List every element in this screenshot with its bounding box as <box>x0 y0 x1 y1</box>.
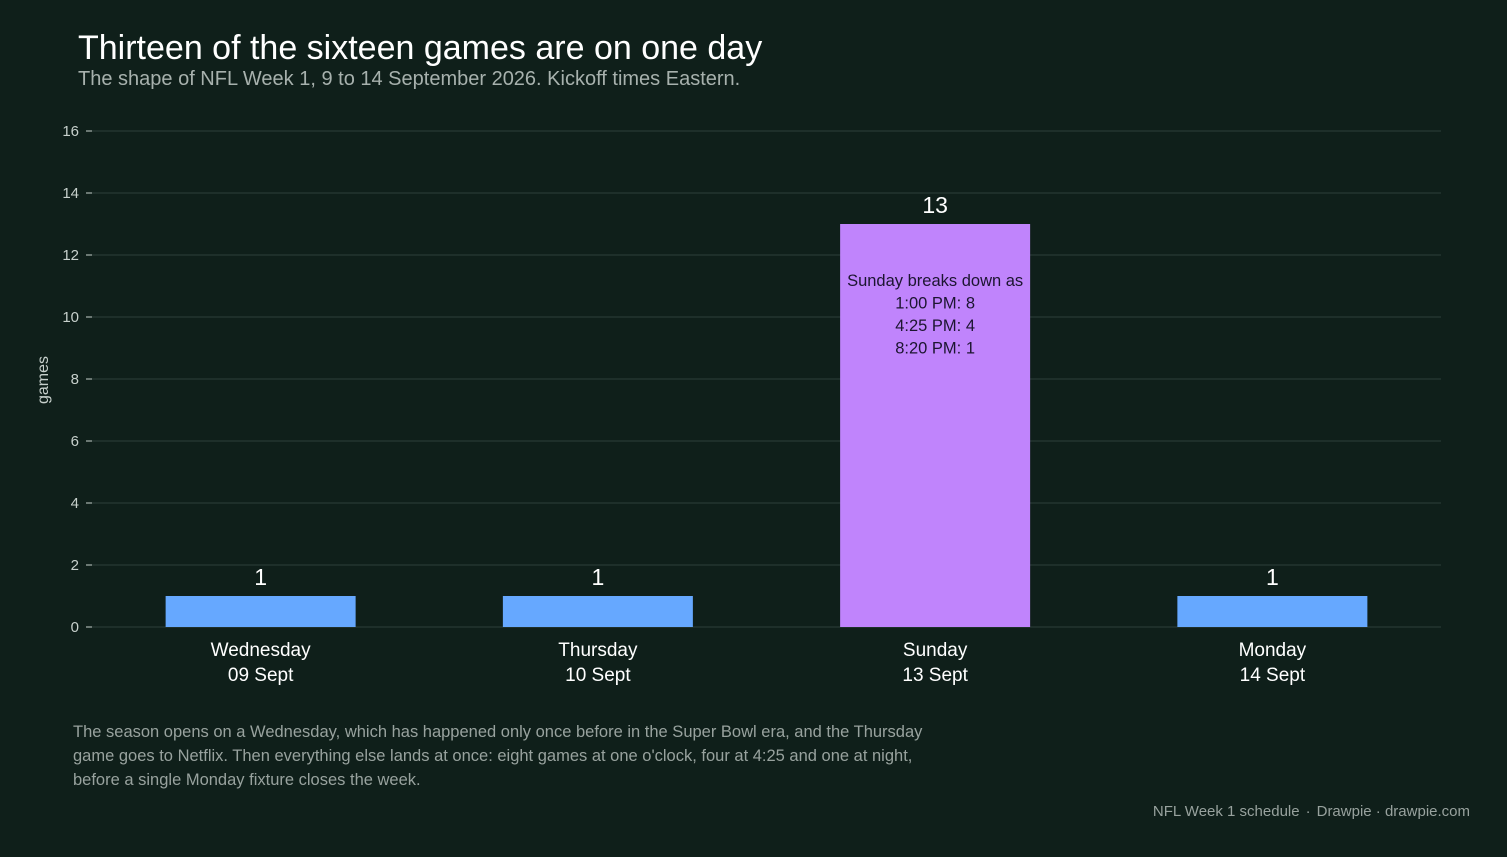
x-tick-label-date: 09 Sept <box>228 665 294 686</box>
x-tick-label-day: Monday <box>1239 640 1307 661</box>
bar-annotation-line: 4:25 PM: 4 <box>895 317 975 335</box>
bar-value-label: 13 <box>922 192 948 218</box>
x-tick-label-date: 13 Sept <box>902 665 968 686</box>
y-tick-label: 14 <box>62 185 79 202</box>
y-tick-label: 12 <box>62 247 79 264</box>
y-tick-label: 16 <box>62 123 79 140</box>
y-tick-label: 0 <box>71 619 79 636</box>
y-tick-label: 10 <box>62 309 79 326</box>
y-tick-label: 2 <box>71 557 79 574</box>
x-tick-label-date: 14 Sept <box>1240 665 1306 686</box>
bar <box>1177 596 1368 627</box>
bar-chart: 0 2 4 6 8 10 12 14 16 games 1 Wednesday 09 Sept 1 Thu… <box>35 123 1441 686</box>
x-tick-label-day: Sunday <box>903 640 968 661</box>
x-tick-label-date: 10 Sept <box>565 665 631 686</box>
chart-subtitle: The shape of NFL Week 1, 9 to 14 Septemb… <box>78 68 741 90</box>
footer-credit: Drawpie · drawpie.com <box>1316 803 1470 820</box>
bar-annotation-line: 1:00 PM: 8 <box>895 295 975 313</box>
bar <box>840 224 1031 627</box>
y-tick-label: 6 <box>71 433 79 450</box>
footer-source: NFL Week 1 schedule <box>1152 803 1300 820</box>
bar-value-label: 1 <box>1266 564 1279 590</box>
y-axis-title: games <box>35 356 52 404</box>
bar <box>165 596 356 627</box>
bar-annotation-line: 8:20 PM: 1 <box>895 340 975 358</box>
bar <box>502 596 693 627</box>
bar-annotation-line: Sunday breaks down as <box>847 272 1023 290</box>
bar-value-label: 1 <box>591 564 604 590</box>
footer-separator: · <box>1305 803 1311 820</box>
chart-title: Thirteen of the sixteen games are on one… <box>78 29 763 67</box>
x-tick-label-day: Wednesday <box>211 640 311 661</box>
x-tick-label-day: Thursday <box>558 640 638 661</box>
chart-footer: NFL Week 1 schedule · Drawpie · drawpie.co… <box>1153 803 1470 820</box>
y-tick-label: 8 <box>71 371 79 388</box>
bar-value-label: 1 <box>254 564 267 590</box>
chart-note: The season opens on a Wednesday, which h… <box>73 723 923 789</box>
y-tick-label: 4 <box>71 495 79 512</box>
